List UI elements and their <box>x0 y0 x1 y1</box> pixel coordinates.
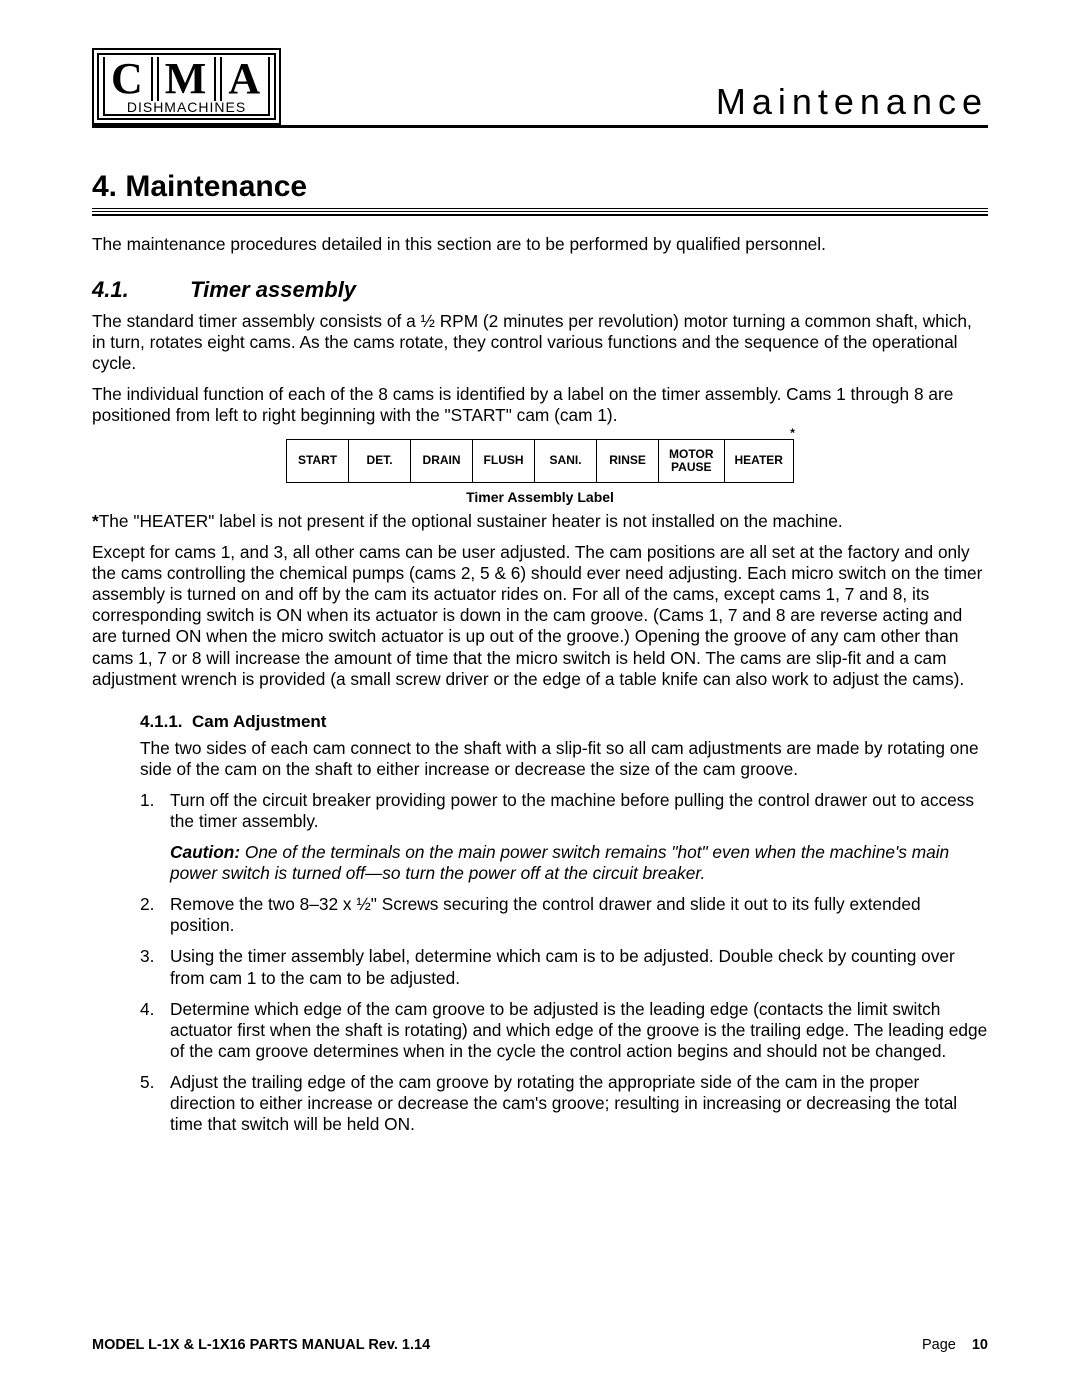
step-text: Remove the two 8–32 x ½" Screws securing… <box>170 894 988 936</box>
timer-cell: FLUSH <box>473 440 535 482</box>
timer-cell: DRAIN <box>411 440 473 482</box>
step-number: 4. <box>140 999 170 1062</box>
page: C M A DISHMACHINES Maintenance 4. Mainte… <box>0 0 1080 1397</box>
heading-rule <box>92 214 988 216</box>
timer-cell: SANI. <box>535 440 597 482</box>
timer-cell: MOTOR PAUSE <box>659 440 724 482</box>
step-number: 3. <box>140 946 170 988</box>
timer-cell: RINSE <box>597 440 659 482</box>
subsection-number: 4.1. <box>92 277 184 303</box>
step-item: 1. Turn off the circuit breaker providin… <box>140 790 988 832</box>
caution-lead: Caution: <box>170 842 240 862</box>
header-title: Maintenance <box>716 81 988 125</box>
logo-letters: C M A <box>103 57 270 101</box>
page-header: C M A DISHMACHINES Maintenance <box>92 48 988 128</box>
subsection-title: Timer assembly <box>190 277 356 302</box>
footnote: *The "HEATER" label is not present if th… <box>92 511 988 532</box>
asterisk-marker: * <box>790 426 795 440</box>
section-heading: 4. Maintenance <box>92 170 988 212</box>
footer-page-label: Page <box>922 1337 956 1353</box>
step-number: 1. <box>140 790 170 832</box>
intro-paragraph: The maintenance procedures detailed in t… <box>92 234 988 255</box>
step-text: Using the timer assembly label, determin… <box>170 946 988 988</box>
subsub-number: 4.1.1. <box>140 712 183 731</box>
step-item: 5. Adjust the trailing edge of the cam g… <box>140 1072 988 1135</box>
step-number: 5. <box>140 1072 170 1135</box>
footer-page-number: 10 <box>972 1337 988 1353</box>
timer-label-table-wrap: * START DET. DRAIN FLUSH SANI. RINSE MOT… <box>92 439 988 483</box>
table-caption: Timer Assembly Label <box>92 489 988 505</box>
step-item: 3. Using the timer assembly label, deter… <box>140 946 988 988</box>
step-number: 2. <box>140 894 170 936</box>
logo-letter: C <box>103 57 153 101</box>
footnote-text: The "HEATER" label is not present if the… <box>99 511 843 531</box>
timer-cell: HEATER <box>725 440 793 482</box>
steps-list: 1. Turn off the circuit breaker providin… <box>140 790 988 832</box>
subsubsection-heading: 4.1.1. Cam Adjustment <box>140 712 988 732</box>
body-paragraph: The individual function of each of the 8… <box>92 384 988 426</box>
section-number: 4. <box>92 170 117 203</box>
logo-letter: A <box>220 57 270 101</box>
subsub-title: Cam Adjustment <box>192 712 326 731</box>
timer-cell: START <box>287 440 349 482</box>
step-text: Determine which edge of the cam groove t… <box>170 999 988 1062</box>
step-item: 2. Remove the two 8–32 x ½" Screws secur… <box>140 894 988 936</box>
logo-inner: C M A DISHMACHINES <box>97 53 276 120</box>
step-text: Adjust the trailing edge of the cam groo… <box>170 1072 988 1135</box>
body-paragraph: Except for cams 1, and 3, all other cams… <box>92 542 988 690</box>
subsub-intro: The two sides of each cam connect to the… <box>140 738 988 780</box>
timer-cell: DET. <box>349 440 411 482</box>
body-paragraph: The standard timer assembly consists of … <box>92 311 988 374</box>
logo-letter: M <box>157 57 217 101</box>
subsub-body: The two sides of each cam connect to the… <box>140 738 988 1136</box>
footer-left: MODEL L-1X & L-1X16 PARTS MANUAL Rev. 1.… <box>92 1337 430 1353</box>
timer-label-table: * START DET. DRAIN FLUSH SANI. RINSE MOT… <box>286 439 794 483</box>
step-item: 4. Determine which edge of the cam groov… <box>140 999 988 1062</box>
footnote-marker: * <box>92 511 99 531</box>
cma-logo: C M A DISHMACHINES <box>92 48 281 125</box>
page-footer: MODEL L-1X & L-1X16 PARTS MANUAL Rev. 1.… <box>92 1337 988 1353</box>
caution-text: One of the terminals on the main power s… <box>170 842 949 883</box>
steps-list-cont: 2. Remove the two 8–32 x ½" Screws secur… <box>140 894 988 1135</box>
caution-note: Caution: One of the terminals on the mai… <box>170 842 988 884</box>
section-title: Maintenance <box>125 170 307 203</box>
step-text: Turn off the circuit breaker providing p… <box>170 790 988 832</box>
subsection-heading: 4.1. Timer assembly <box>92 277 988 303</box>
logo-subtext: DISHMACHINES <box>103 99 270 116</box>
footer-right: Page 10 <box>922 1337 988 1353</box>
